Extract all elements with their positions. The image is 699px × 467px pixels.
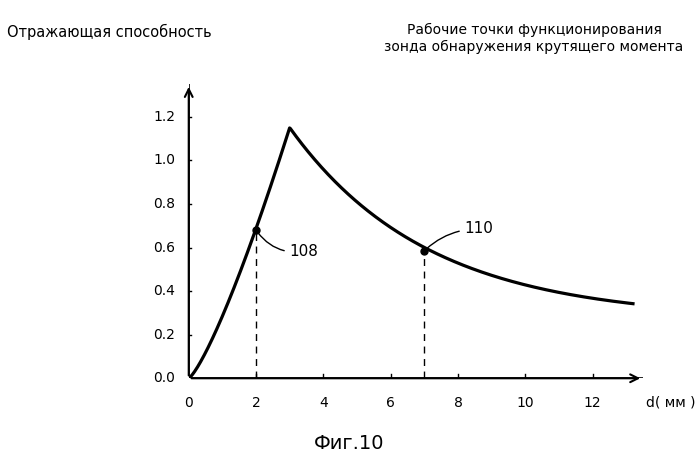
- Text: 2: 2: [252, 396, 261, 410]
- Text: 1.0: 1.0: [153, 153, 175, 167]
- Text: 0.0: 0.0: [153, 371, 175, 385]
- Text: 12: 12: [584, 396, 601, 410]
- Text: 108: 108: [258, 232, 319, 259]
- Text: 0.2: 0.2: [153, 328, 175, 342]
- Text: 6: 6: [387, 396, 395, 410]
- Text: 110: 110: [426, 221, 493, 249]
- Text: 0.4: 0.4: [153, 284, 175, 298]
- Text: Рабочие точки функционирования
зонда обнаружения крутящего момента: Рабочие точки функционирования зонда обн…: [384, 23, 684, 54]
- Text: d( мм ): d( мм ): [647, 396, 696, 410]
- Text: 0.8: 0.8: [153, 197, 175, 211]
- Text: 0.6: 0.6: [153, 241, 175, 255]
- Text: 0: 0: [185, 396, 193, 410]
- Text: Фиг.10: Фиг.10: [315, 434, 384, 453]
- Text: 4: 4: [319, 396, 328, 410]
- Text: 10: 10: [517, 396, 534, 410]
- Text: 1.2: 1.2: [153, 110, 175, 124]
- Text: Отражающая способность: Отражающая способность: [7, 23, 212, 40]
- Text: 8: 8: [454, 396, 463, 410]
